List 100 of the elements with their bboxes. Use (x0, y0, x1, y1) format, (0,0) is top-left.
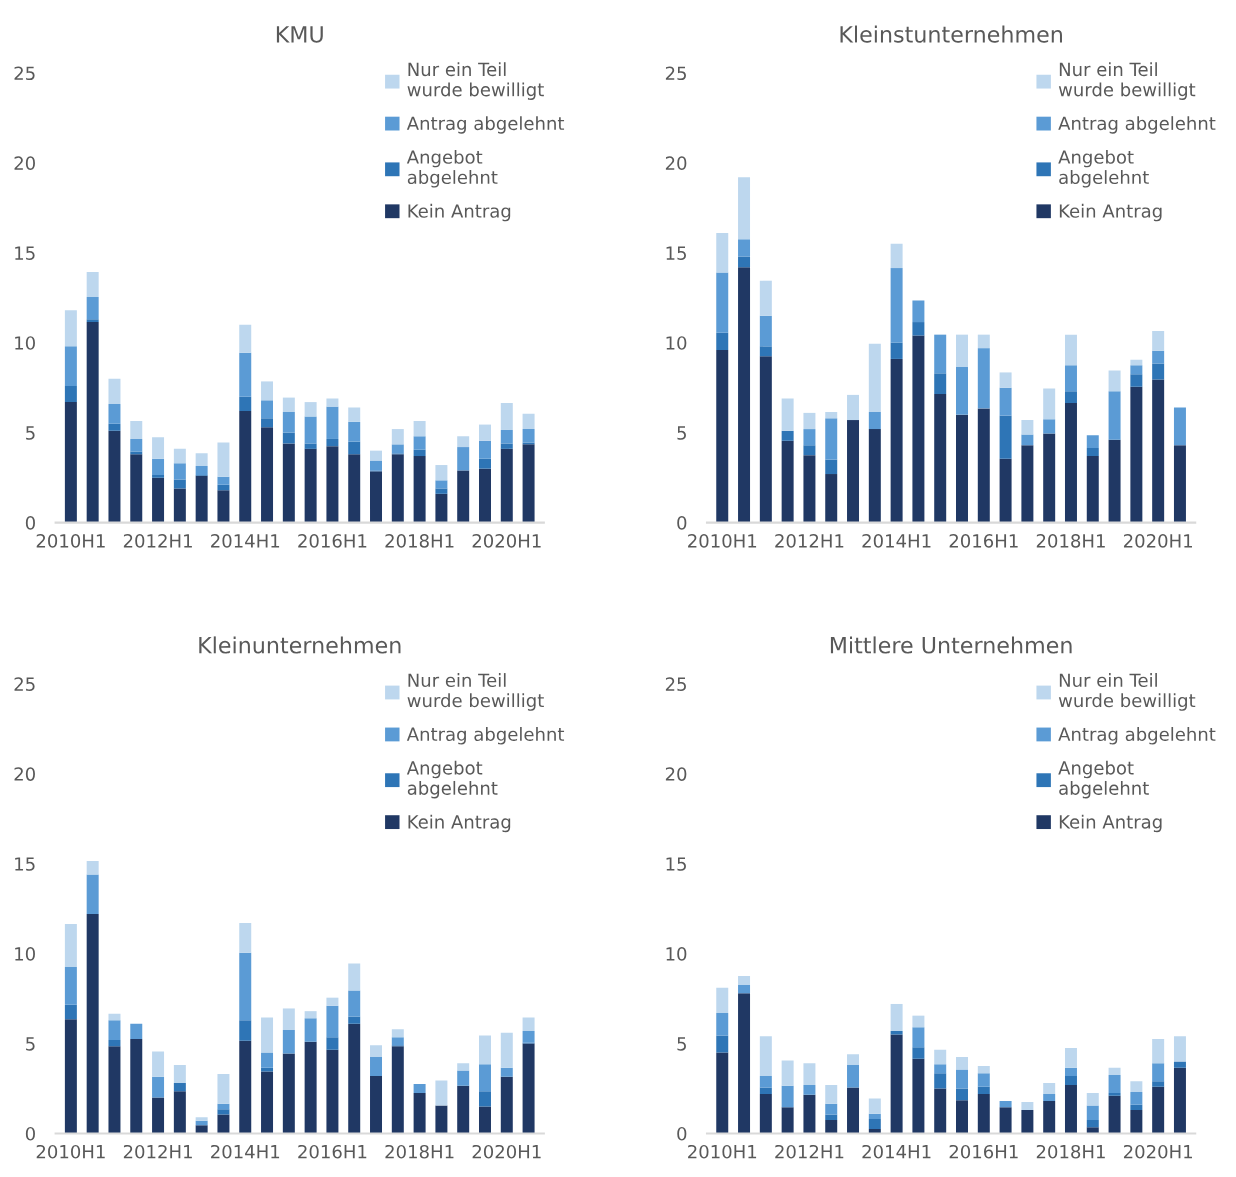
bar (977, 1073, 990, 1087)
y-tick-label: 0 (25, 516, 35, 530)
bar (152, 1097, 165, 1134)
bar (1173, 1067, 1186, 1134)
bar (759, 280, 772, 316)
bar (934, 1049, 947, 1065)
bar (956, 1100, 968, 1134)
bar (391, 1046, 404, 1134)
bar (391, 1037, 404, 1046)
bar (479, 440, 491, 459)
bar (239, 411, 252, 523)
y-tick-label: 0 (677, 516, 687, 530)
bar (239, 324, 252, 353)
x-tick-label: 2010H1 (36, 534, 105, 548)
bar (173, 488, 186, 523)
bar (152, 458, 165, 475)
bar (1086, 456, 1099, 523)
y-tick-label: 0 (25, 1126, 35, 1141)
bar (1043, 433, 1056, 523)
bar (304, 402, 317, 417)
chart-title: Mittlere Unternehmen (830, 636, 1072, 654)
bar (999, 1107, 1012, 1134)
bar (781, 430, 794, 441)
legend-label: Angebot abgelehnt (406, 149, 498, 188)
bar (108, 1046, 121, 1134)
bar (803, 412, 816, 430)
bar (912, 1015, 925, 1028)
bar (108, 430, 121, 523)
bar (890, 1034, 903, 1134)
bar (348, 1023, 361, 1134)
bar (934, 373, 947, 394)
bar (847, 1065, 860, 1088)
y-tick-label: 25 (14, 677, 35, 691)
bar (1108, 1092, 1121, 1096)
bar (173, 1083, 186, 1092)
bar (173, 448, 186, 464)
bar (282, 411, 295, 433)
bar (977, 1086, 990, 1094)
bar (239, 1040, 252, 1134)
bar (479, 1064, 491, 1092)
bar (956, 414, 968, 523)
bar (435, 480, 448, 489)
bar (435, 1105, 448, 1134)
bar (173, 1065, 186, 1084)
x-tick-label: 2020H1 (472, 1144, 541, 1159)
bar (435, 488, 448, 494)
bar (479, 1091, 491, 1107)
bar (326, 1049, 339, 1134)
bar (1086, 447, 1099, 457)
bar (1043, 1101, 1056, 1134)
bar (217, 484, 230, 491)
bar (195, 475, 208, 523)
bar (738, 993, 751, 1134)
x-tick-label: 2018H1 (1036, 534, 1105, 548)
y-tick-label: 20 (14, 156, 35, 171)
bar (716, 349, 729, 523)
bar (1108, 1075, 1121, 1093)
x-tick-label: 2020H1 (472, 534, 541, 548)
bar (304, 448, 317, 523)
bar (64, 967, 77, 1005)
bar (86, 874, 99, 915)
bar (86, 297, 99, 320)
bar (716, 233, 729, 273)
bar (868, 1113, 881, 1120)
x-tick-label: 2018H1 (385, 534, 454, 548)
bar (348, 454, 361, 523)
bar (1043, 1093, 1056, 1102)
bar (716, 332, 729, 350)
bar (413, 456, 426, 523)
bar (261, 1071, 274, 1134)
bar (261, 1052, 274, 1068)
chart-title: Kleinunternehmen (199, 636, 401, 654)
bar (781, 1107, 794, 1134)
bar (1130, 1110, 1143, 1134)
bar (282, 1053, 295, 1134)
y-tick-label: 5 (677, 426, 686, 440)
bar (261, 427, 274, 523)
bar (413, 436, 426, 450)
legend-label: Antrag abgelehnt (406, 727, 565, 745)
bar (781, 1085, 794, 1108)
legend-label: Nur ein Teil wurde bewilligt (407, 673, 544, 711)
bar (479, 424, 491, 441)
bar (239, 952, 252, 1021)
bar (738, 256, 751, 268)
bar (500, 402, 513, 430)
x-tick-label: 2014H1 (211, 1144, 280, 1159)
bar (759, 315, 772, 347)
bar (1173, 407, 1186, 446)
bar (457, 470, 470, 523)
bar (348, 441, 361, 455)
bar (890, 268, 903, 343)
x-tick-label: 2010H1 (688, 534, 757, 548)
legend-label: Kein Antrag (408, 814, 511, 833)
legend-label: Nur ein Teil wurde bewilligt (407, 62, 544, 100)
bar (847, 1054, 860, 1066)
bar (977, 1066, 990, 1074)
bar (64, 1004, 77, 1020)
bar (64, 346, 77, 386)
bar (435, 493, 448, 523)
bar (239, 396, 252, 412)
